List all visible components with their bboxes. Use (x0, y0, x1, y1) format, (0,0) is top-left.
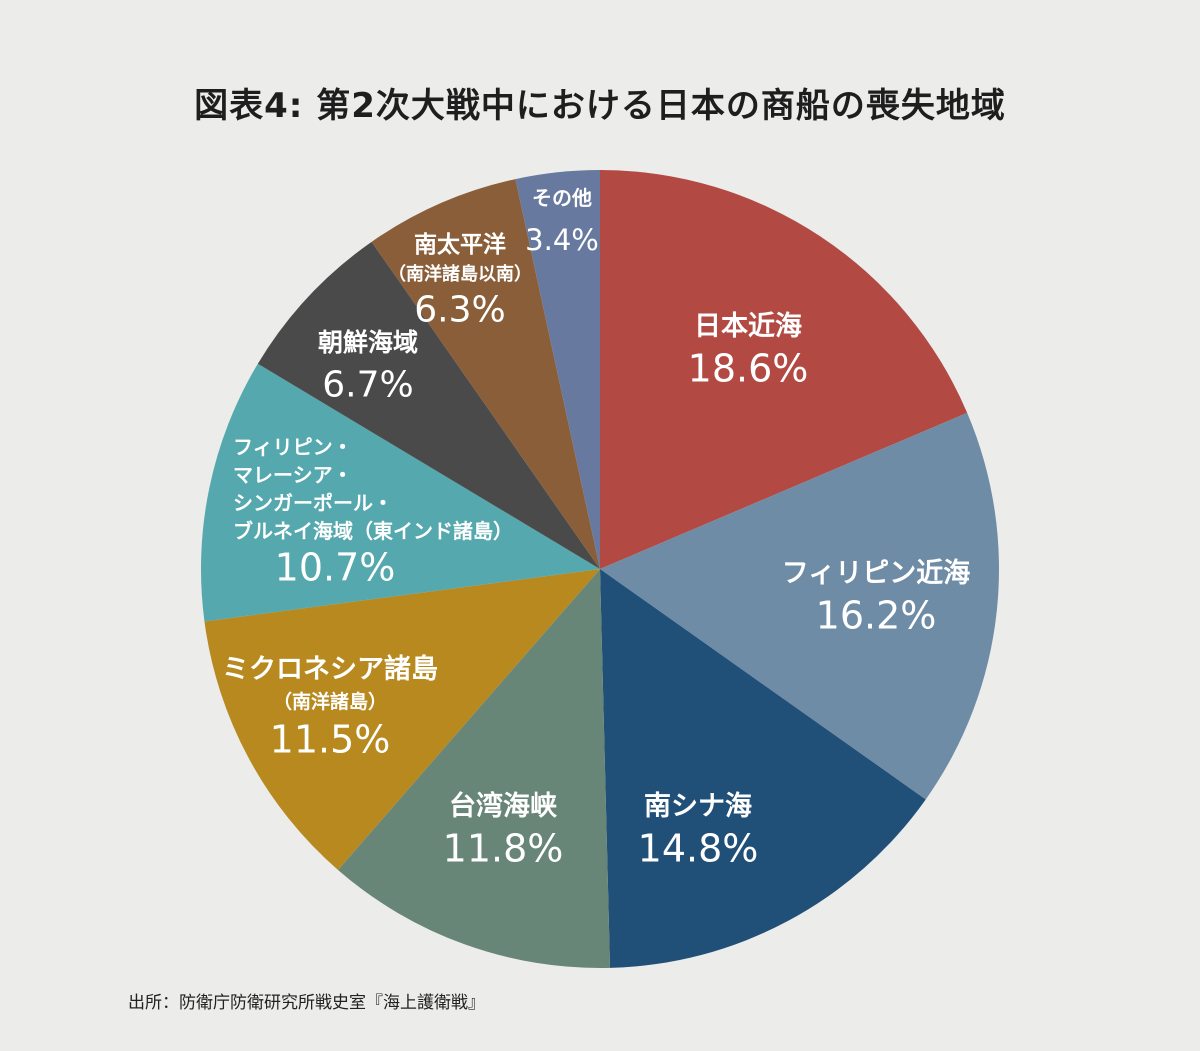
slice-label: ミクロネシア諸島 (222, 653, 438, 685)
pie-slice (204, 569, 600, 870)
slice-value-label: 10.7% (275, 545, 396, 589)
slice-label: シンガーポール・ (233, 491, 393, 515)
slice-label: マレーシア・ (233, 463, 353, 487)
slice-label: ブルネイ海域（東インド諸島） (233, 519, 513, 543)
slice-value-label: 6.7% (322, 365, 413, 406)
slice-label: 日本近海 (694, 311, 802, 342)
slice-label: 南シナ海 (644, 791, 752, 822)
slice-label: 台湾海峡 (449, 790, 557, 822)
pie-slice (600, 412, 1000, 800)
slice-value-label: 3.4% (525, 223, 599, 257)
pie-slice (201, 363, 601, 622)
slice-label: その他 (532, 186, 592, 210)
slice-label: 朝鮮海域 (318, 328, 418, 357)
slice-value-label: 11.8% (443, 826, 564, 870)
slice-label: （南洋諸島） (273, 690, 387, 713)
slice-value-label: 11.5% (270, 717, 391, 761)
slice-label: （南洋諸島以南） (388, 263, 532, 285)
slice-value-label: 18.6% (688, 346, 809, 390)
pie-slice (338, 569, 611, 968)
pie-slice (257, 241, 600, 569)
pie-slice (515, 170, 600, 569)
slice-label: 南太平洋 (414, 231, 506, 258)
slice-value-label: 6.3% (414, 290, 505, 331)
source-note: 出所：防衛庁防衛研究所戦史室『海上護衛戦』 (128, 993, 485, 1013)
slice-label: フィリピン近海 (782, 558, 970, 589)
slice-value-label: 14.8% (638, 826, 759, 870)
pie-slice (371, 179, 600, 570)
slice-label: フィリピン・ (233, 435, 353, 459)
pie-slice (600, 170, 968, 569)
slice-value-label: 16.2% (816, 593, 937, 637)
chart-title: 図表4: 第2次大戦中における日本の商船の喪失地域 (194, 86, 1006, 126)
pie-slice (600, 569, 926, 968)
